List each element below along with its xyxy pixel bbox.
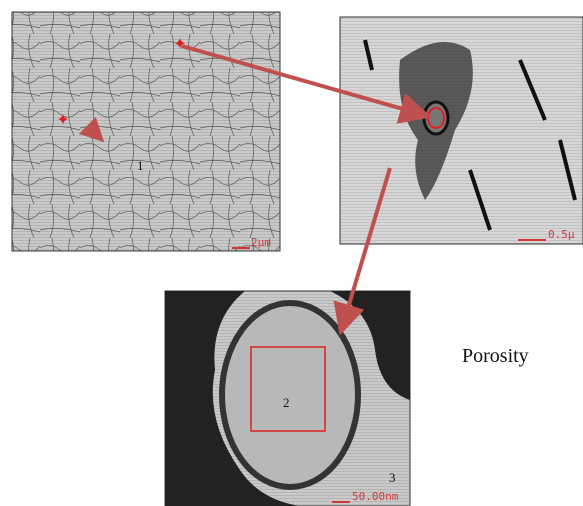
caption: Porosity <box>462 345 529 367</box>
scale-label: 50.00nm <box>352 490 399 503</box>
panel-label: 1 <box>137 158 144 173</box>
micrograph-1: ✦ ✦ 1 2μm <box>12 12 280 251</box>
scale-label: 2μm <box>251 236 271 249</box>
panel-label: 3 <box>389 470 396 485</box>
svg-text:✦: ✦ <box>56 112 69 129</box>
micrograph-3: 2 3 50.00nm <box>165 291 410 506</box>
figure: ✦ ✦ 1 2μm 0.5μ 2 3 50.00nm Porosity <box>0 0 583 506</box>
region-label: 2 <box>283 395 290 410</box>
scale-label: 0.5μ <box>548 228 575 241</box>
svg-text:✦: ✦ <box>173 36 186 53</box>
page: ✦ ✦ 1 2μm 0.5μ 2 3 50.00nm Porosity (() … <box>0 0 583 506</box>
